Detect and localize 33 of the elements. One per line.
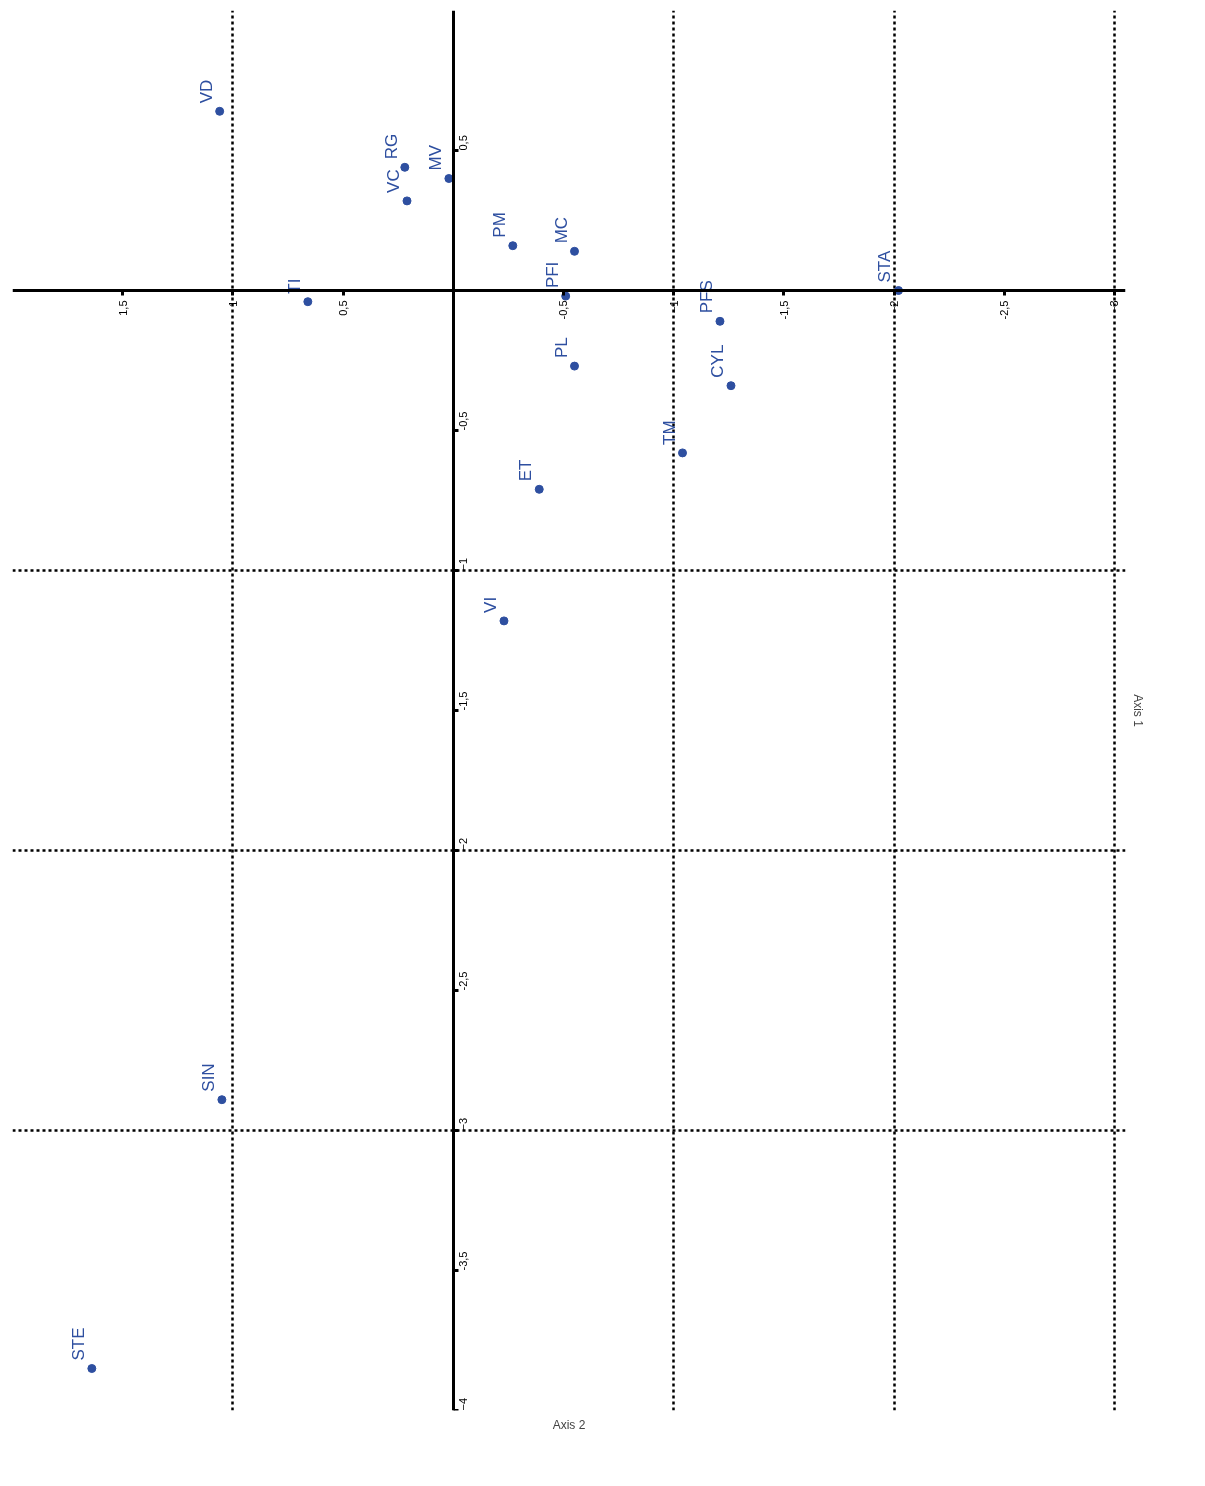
annotation: VI: [480, 596, 500, 613]
y-tick-label: -2,5: [457, 971, 470, 991]
y-tick-label: -0,5: [457, 411, 470, 431]
annotation: STE: [68, 1327, 88, 1361]
x-tick-label: -2,5: [998, 300, 1011, 320]
x-tick-label: -1,5: [777, 300, 790, 320]
annotation: ET: [516, 459, 536, 482]
y-tick-label: −4: [457, 1397, 470, 1411]
y-tick-label: −3: [457, 1117, 470, 1131]
y-tick-label: −2: [457, 837, 470, 851]
annotation: CYL: [707, 344, 727, 378]
annotation: PFI: [542, 261, 562, 289]
annotation: VC: [384, 169, 404, 193]
y-tick-label: -1,5: [457, 691, 470, 711]
x-tick-label: −1: [667, 300, 680, 314]
y-tick-label: -3,5: [457, 1251, 470, 1271]
annotation: PL: [551, 337, 571, 359]
x-tick-label: 1,5: [116, 300, 129, 316]
annotation: MC: [551, 216, 571, 244]
annotation: VD: [196, 79, 216, 104]
annotation: PM: [489, 212, 509, 238]
x-tick-label: 0,5: [337, 300, 350, 316]
y-tick-label: 0,5: [457, 135, 470, 151]
annotation: RG: [381, 133, 401, 160]
annotation: STA: [875, 250, 895, 283]
x-axis-title: Axis 2: [552, 1417, 586, 1432]
annotation: MV: [425, 144, 445, 171]
y-tick-label: −1: [457, 557, 470, 571]
annotation: TM: [659, 420, 679, 445]
x-tick-label: -0,5: [557, 300, 570, 320]
x-tick-label: 1: [226, 300, 239, 307]
y-axis-title: Axis 1: [1130, 694, 1145, 728]
annotation: SIN: [198, 1063, 218, 1092]
